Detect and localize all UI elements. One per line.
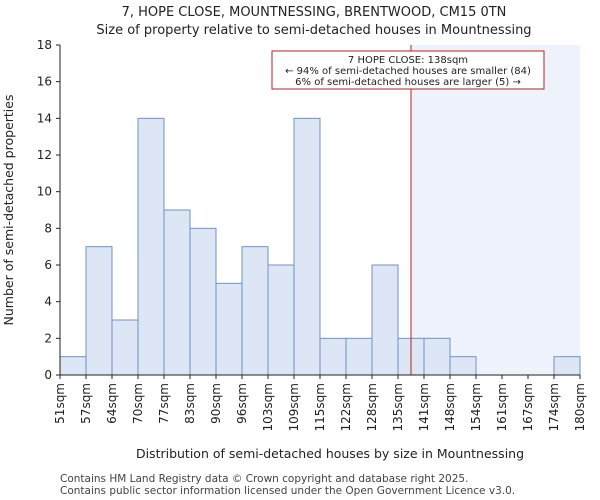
histogram-bar [371,264,399,376]
x-tick-label: 122sqm [339,383,353,431]
x-tick-label: 103sqm [261,383,275,431]
histogram-bar [189,227,217,376]
x-axis-label: Distribution of semi-detached houses by … [136,446,524,461]
x-tick-label: 96sqm [235,383,249,424]
histogram-bar [111,319,139,376]
histogram-bar [163,209,191,376]
x-tick-label: 70sqm [131,383,145,424]
histogram-bar [267,264,295,376]
y-tick-label: 10 [37,185,52,199]
histogram-bar [553,356,581,376]
y-tick-label: 12 [37,148,52,162]
x-tick-label: 148sqm [443,383,457,431]
y-tick-label: 6 [44,258,52,272]
x-tick-label: 77sqm [157,383,171,424]
footer-copyright: Contains HM Land Registry data © Crown c… [60,473,468,485]
annotation-line-2: ← 94% of semi-detached houses are smalle… [285,66,531,77]
y-tick-label: 14 [37,111,52,125]
annotation-line-3: 6% of semi-detached houses are larger (5… [295,77,521,88]
x-tick-label: 154sqm [469,383,483,431]
y-axis-label: Number of semi-detached properties [1,95,16,326]
larger-properties-region [411,45,580,375]
property-annotation: 7 HOPE CLOSE: 138sqm ← 94% of semi-detac… [271,50,545,90]
histogram-bar [85,246,113,376]
x-tick-label: 128sqm [365,383,379,431]
x-tick-label: 141sqm [417,383,431,431]
histogram-bar [423,337,451,376]
histogram-bar [449,356,477,376]
y-axis-ticks: 0 2 4 6 8 10 12 14 16 18 [37,38,60,382]
x-tick-label: 135sqm [391,383,405,431]
chart-title: 7, HOPE CLOSE, MOUNTNESSING, BRENTWOOD, … [122,5,507,20]
y-tick-label: 0 [44,368,52,382]
histogram-bar [293,117,321,376]
y-tick-label: 16 [37,75,52,89]
x-tick-label: 167sqm [521,383,535,431]
histogram-bar [345,337,373,376]
x-tick-label: 90sqm [209,383,223,424]
x-tick-label: 64sqm [105,383,119,424]
x-tick-label: 57sqm [79,383,93,424]
y-tick-label: 8 [44,221,52,235]
x-axis-ticks: 51sqm 57sqm 64sqm 70sqm 77sqm 83sqm 90sqm 96sqm… [53,375,587,431]
histogram-bar [319,337,347,376]
x-tick-label: 115sqm [313,383,327,431]
histogram-bar [215,282,243,376]
chart-subtitle: Size of property relative to semi-detach… [96,23,531,38]
y-tick-label: 4 [44,295,52,309]
annotation-box [271,50,545,90]
footer-licence: Contains public sector information licen… [60,485,515,497]
x-tick-label: 51sqm [53,383,67,424]
y-tick-label: 18 [37,38,52,52]
x-tick-label: 180sqm [573,383,587,431]
histogram-bar [137,117,165,376]
y-tick-label: 2 [44,331,52,345]
x-tick-label: 109sqm [287,383,301,431]
histogram-bar [59,356,87,376]
x-tick-label: 174sqm [547,383,561,431]
histogram-bar [241,246,269,376]
histogram-bars [59,117,581,376]
annotation-line-1: 7 HOPE CLOSE: 138sqm [348,55,468,66]
x-tick-label: 161sqm [495,383,509,431]
x-tick-label: 83sqm [183,383,197,424]
